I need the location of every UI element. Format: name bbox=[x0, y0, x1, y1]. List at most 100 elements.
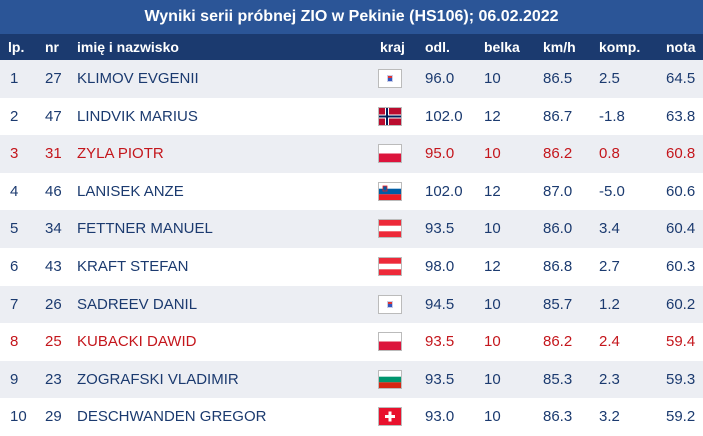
table-cell: 93.5 bbox=[425, 333, 455, 351]
header-row: lp. nr imię i nazwisko kraj odl. belka km/h kom… bbox=[0, 34, 703, 60]
table-cell: 2 bbox=[10, 107, 19, 125]
table-cell: 7 bbox=[10, 295, 19, 313]
table-cell: 10 bbox=[484, 70, 501, 87]
table-cell: 93.5 bbox=[425, 220, 455, 238]
table-cell: ZOGRAFSKI VLADIMIR bbox=[77, 370, 239, 388]
table-cell: 10 bbox=[484, 145, 501, 163]
column-header: belka bbox=[484, 39, 520, 55]
table-cell: 12 bbox=[484, 182, 501, 200]
table-cell: 59.2 bbox=[666, 408, 696, 426]
table-row: 6 43 KRAFT STEFAN 98.0 12 86.8 2.7 60.3 bbox=[0, 248, 703, 286]
table-cell: 60.3 bbox=[666, 258, 696, 275]
table-title: Wyniki serii próbnej ZIO w Pekinie (HS10… bbox=[0, 0, 703, 34]
table-cell: 43 bbox=[45, 258, 62, 275]
flag-icon bbox=[378, 69, 402, 88]
column-header: km/h bbox=[543, 39, 576, 55]
table-cell: DESCHWANDEN GREGOR bbox=[77, 408, 267, 426]
table-cell: 10 bbox=[484, 220, 501, 238]
table-cell: 8 bbox=[10, 333, 19, 351]
table-cell: 3.4 bbox=[599, 220, 620, 238]
column-header: nota bbox=[666, 39, 696, 55]
table-cell: 2.5 bbox=[599, 70, 620, 87]
table-cell: 93.0 bbox=[425, 408, 455, 426]
table-cell: KLIMOV EVGENII bbox=[77, 70, 199, 87]
table-cell: 23 bbox=[45, 370, 62, 388]
table-cell: 3.2 bbox=[599, 408, 620, 426]
flag-icon bbox=[378, 294, 402, 314]
table-cell: 85.3 bbox=[543, 370, 573, 388]
flag-icon bbox=[378, 407, 402, 427]
flag-icon bbox=[378, 144, 402, 164]
table-cell: 86.8 bbox=[543, 258, 573, 275]
table-cell: 6 bbox=[10, 258, 19, 275]
flag-icon bbox=[378, 181, 402, 201]
table-cell: 98.0 bbox=[425, 258, 455, 275]
table-cell: -5.0 bbox=[599, 182, 625, 200]
table-cell: SADREEV DANIL bbox=[77, 295, 198, 313]
table-cell: 102.0 bbox=[425, 182, 463, 200]
table-cell: 27 bbox=[45, 70, 62, 87]
table-cell: 96.0 bbox=[425, 70, 455, 87]
column-header: lp. bbox=[8, 39, 25, 55]
table-cell: 9 bbox=[10, 370, 19, 388]
table-cell: 12 bbox=[484, 107, 501, 125]
table-cell: 12 bbox=[484, 258, 501, 275]
table-cell: 64.5 bbox=[666, 70, 696, 87]
table-cell: 86.7 bbox=[543, 107, 573, 125]
table-cell: 25 bbox=[45, 333, 62, 351]
table-row: 10 29 DESCHWANDEN GREGOR 93.0 10 86.3 3.2 59.2 bbox=[0, 398, 703, 436]
table-cell: 26 bbox=[45, 295, 62, 313]
flag-icon bbox=[378, 257, 402, 276]
table-cell: 60.4 bbox=[666, 220, 696, 238]
table-cell: 10 bbox=[484, 295, 501, 313]
table-cell: 0.8 bbox=[599, 145, 620, 163]
flag-icon bbox=[378, 106, 402, 126]
table-cell: 102.0 bbox=[425, 107, 463, 125]
table-row: 7 26 SADREEV DANIL 94.5 10 85.7 1.2 60.2 bbox=[0, 285, 703, 324]
table-cell: 86.0 bbox=[543, 220, 573, 238]
table-cell: 60.2 bbox=[666, 295, 696, 313]
table-cell: FETTNER MANUEL bbox=[77, 220, 213, 238]
table-cell: 94.5 bbox=[425, 295, 455, 313]
column-header: odl. bbox=[425, 39, 450, 55]
flag-icon bbox=[378, 332, 402, 352]
table-cell: 2.3 bbox=[599, 370, 620, 388]
column-header: kraj bbox=[380, 39, 405, 55]
table-cell: 86.2 bbox=[543, 145, 573, 163]
table-cell: 86.5 bbox=[543, 70, 573, 87]
table-cell: KUBACKI DAWID bbox=[77, 333, 197, 351]
column-header: imię i nazwisko bbox=[77, 39, 179, 55]
table-row: 2 47 LINDVIK MARIUS 102.0 12 86.7 -1.8 63.8 bbox=[0, 98, 703, 136]
column-header: nr bbox=[45, 39, 59, 55]
table-cell: 1.2 bbox=[599, 295, 620, 313]
table-cell: 59.4 bbox=[666, 333, 696, 351]
table-cell: -1.8 bbox=[599, 107, 625, 125]
table-cell: 34 bbox=[45, 220, 62, 238]
table-cell: 59.3 bbox=[666, 370, 696, 388]
table-cell: 2.7 bbox=[599, 258, 620, 275]
table-row: 9 23 ZOGRAFSKI VLADIMIR 93.5 10 85.3 2.3 59.3 bbox=[0, 360, 703, 399]
table-cell: LANISEK ANZE bbox=[77, 182, 184, 200]
table-cell: 2.4 bbox=[599, 333, 620, 351]
table-row: 1 27 KLIMOV EVGENII 96.0 10 86.5 2.5 64.5 bbox=[0, 60, 703, 98]
table-cell: 86.2 bbox=[543, 333, 573, 351]
table-cell: 10 bbox=[484, 408, 501, 426]
table-cell: 63.8 bbox=[666, 107, 696, 125]
table-row: 3 31 ZYLA PIOTR 95.0 10 86.2 0.8 60.8 bbox=[0, 135, 703, 173]
table-cell: 95.0 bbox=[425, 145, 455, 163]
table-cell: 10 bbox=[10, 408, 27, 426]
table-cell: 1 bbox=[10, 70, 19, 87]
table-cell: 47 bbox=[45, 107, 62, 125]
table-row: 4 46 LANISEK ANZE 102.0 12 87.0 -5.0 60.6 bbox=[0, 173, 703, 211]
table-cell: 10 bbox=[484, 333, 501, 351]
table-cell: 31 bbox=[45, 145, 62, 163]
table-row: 5 34 FETTNER MANUEL 93.5 10 86.0 3.4 60.4 bbox=[0, 210, 703, 248]
table-cell: 86.3 bbox=[543, 408, 573, 426]
table-cell: ZYLA PIOTR bbox=[77, 145, 164, 163]
table-row: 8 25 KUBACKI DAWID 93.5 10 86.2 2.4 59.4 bbox=[0, 323, 703, 361]
table-cell: 4 bbox=[10, 182, 19, 200]
table-cell: 87.0 bbox=[543, 182, 573, 200]
table-cell: KRAFT STEFAN bbox=[77, 258, 189, 275]
table-cell: 60.8 bbox=[666, 145, 696, 163]
